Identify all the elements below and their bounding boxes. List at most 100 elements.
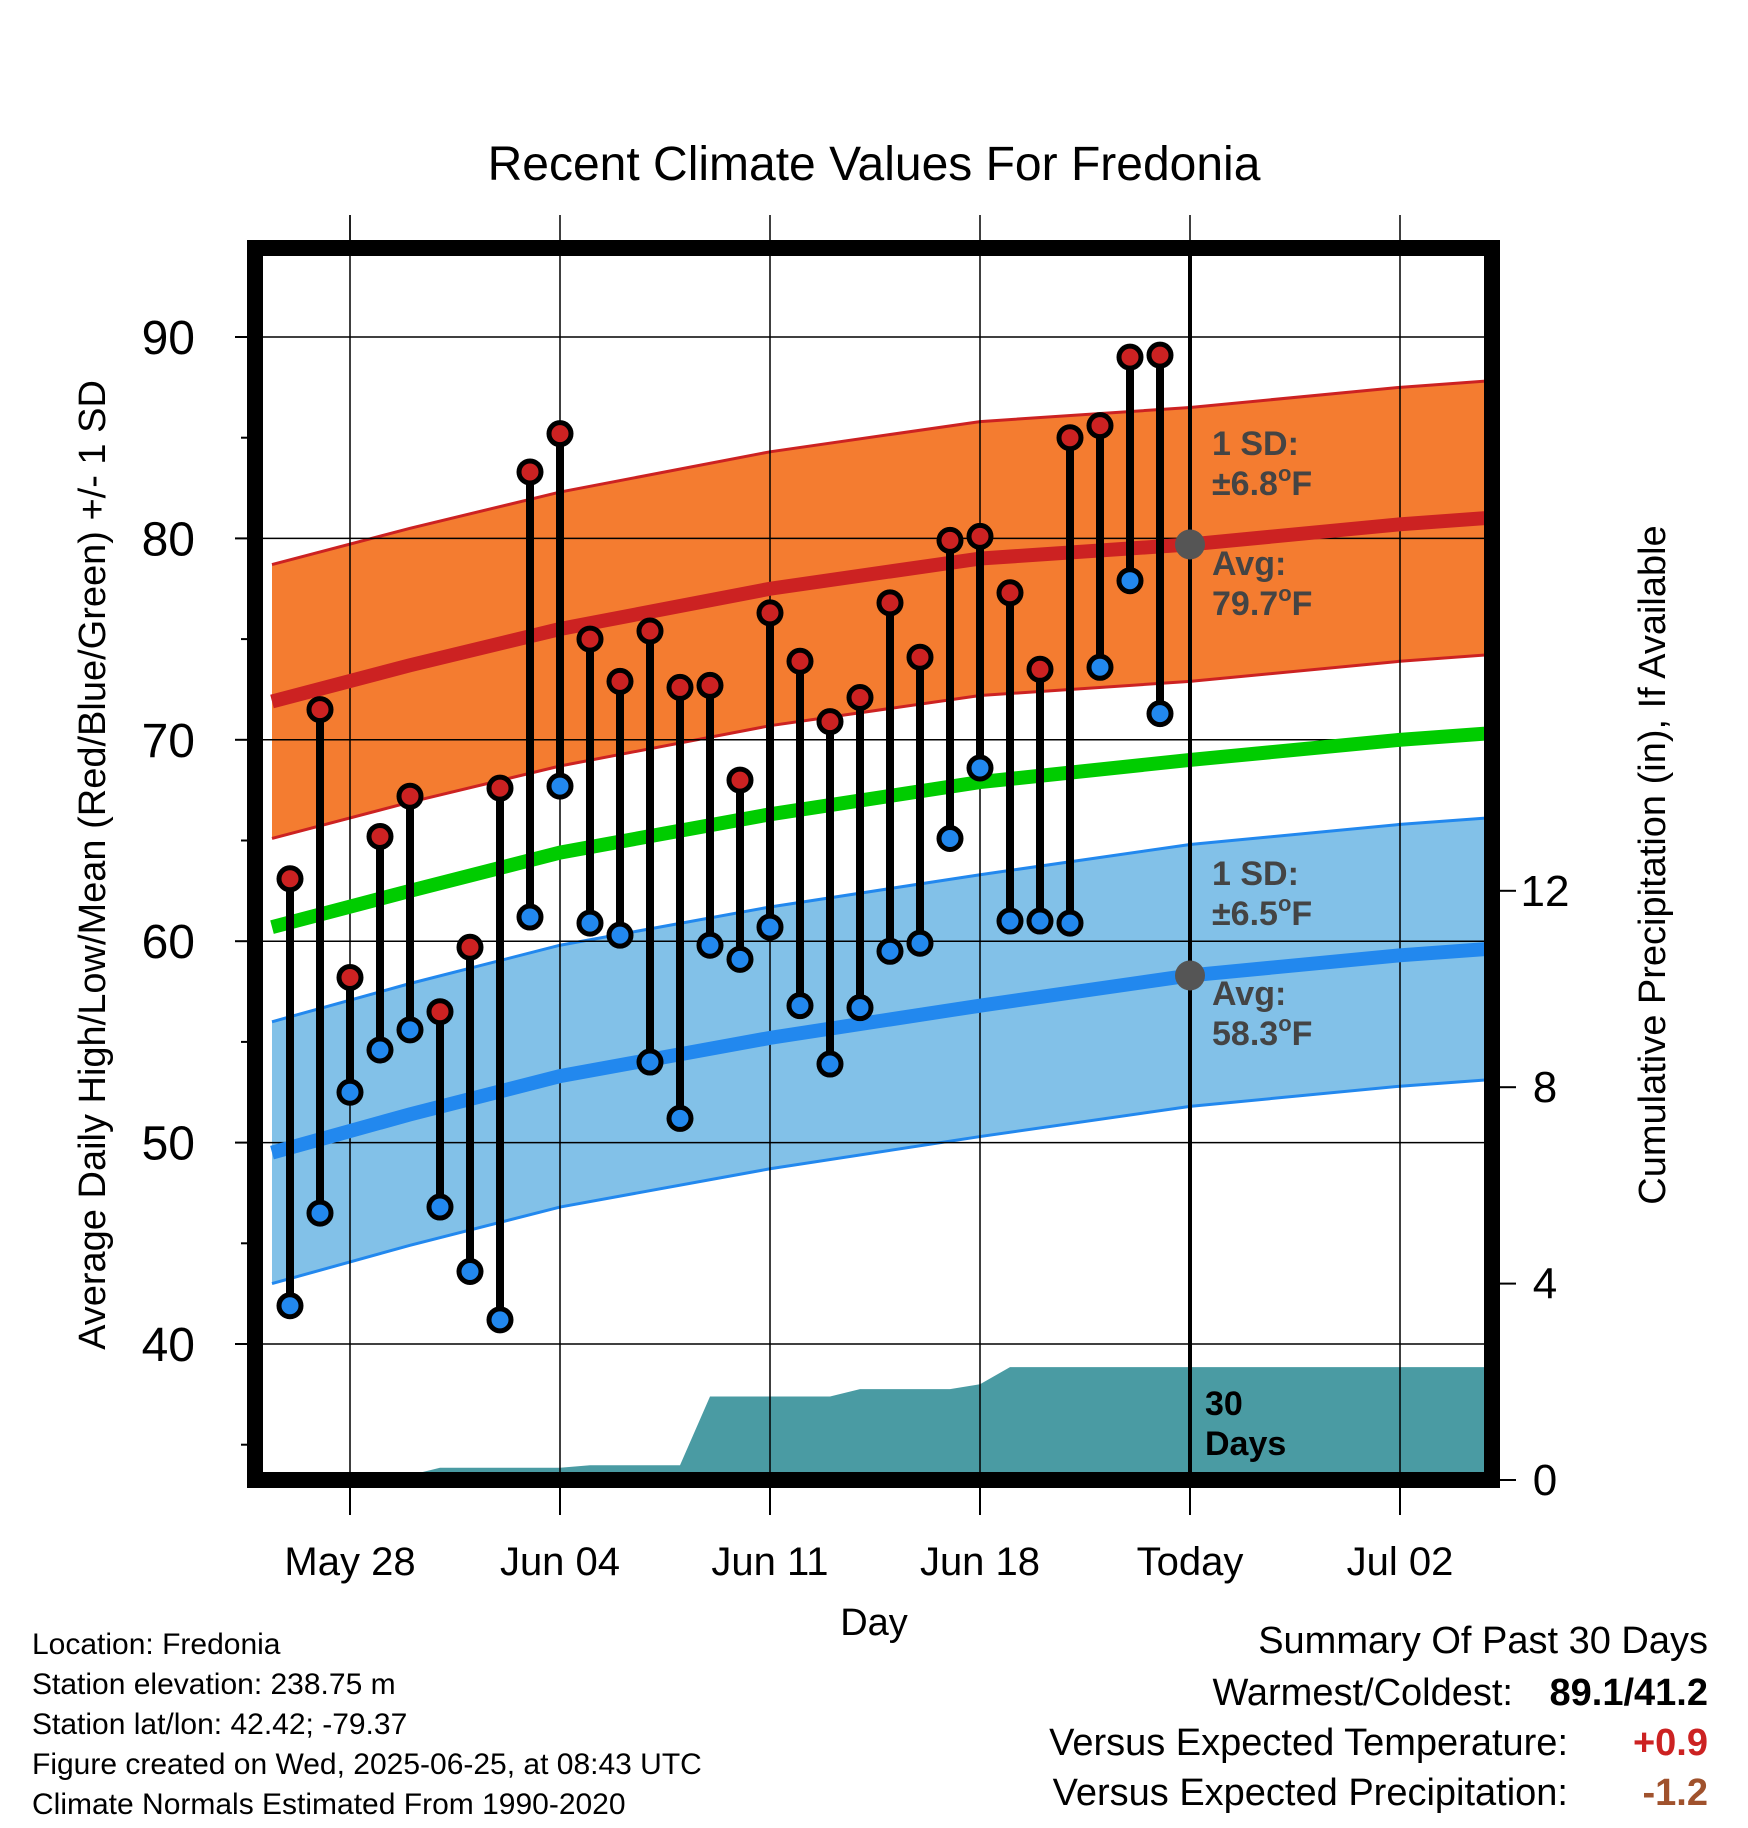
daily-high-point <box>396 782 424 810</box>
daily-high-point <box>336 963 364 991</box>
days-annotation-line2: Days <box>1205 1425 1286 1463</box>
high-sd-upper-edge <box>271 379 1492 567</box>
daily-low-point <box>636 1048 664 1076</box>
info-created: Figure created on Wed, 2025-06-25, at 08… <box>32 1748 702 1781</box>
daily-low-point <box>516 903 544 931</box>
y-tick-label: 60 <box>142 916 195 969</box>
x-tick-label: Jun 18 <box>920 1540 1040 1584</box>
y-tick-label: 40 <box>142 1319 195 1372</box>
daily-low-point <box>1026 907 1054 935</box>
low-sd-band <box>272 817 1492 1284</box>
daily-low-point <box>756 913 784 941</box>
daily-high-point <box>666 673 694 701</box>
daily-high-point <box>576 625 604 653</box>
daily-low-point <box>546 772 574 800</box>
plot-area <box>255 248 1492 1480</box>
daily-low-point <box>336 1078 364 1106</box>
today-normal-low-marker <box>1175 960 1205 991</box>
daily-high-point <box>876 589 904 617</box>
y2-tick-label: 4 <box>1533 1260 1557 1309</box>
y2-axis-label: Cumulative Precipitation (in), If Availa… <box>1632 525 1674 1204</box>
today-normal-high-marker <box>1175 529 1205 560</box>
daily-low-point <box>606 921 634 949</box>
daily-high-point <box>276 865 304 893</box>
daily-low-point <box>996 907 1024 935</box>
daily-high-point <box>756 599 784 627</box>
high-sd-band <box>272 380 1492 839</box>
low-sd-annotation-line2: ±6.5oF <box>1212 891 1312 933</box>
low-sd-annotation-line1: 1 SD: <box>1212 855 1299 893</box>
x-tick-label: Jul 02 <box>1347 1540 1454 1584</box>
daily-high-point <box>726 766 754 794</box>
info-elevation: Station elevation: 238.75 m <box>32 1668 396 1701</box>
summary-precip-value: -1.2 <box>1642 1772 1708 1814</box>
daily-high-point <box>906 643 934 671</box>
daily-high-point <box>486 774 514 802</box>
y2-tick-label: 8 <box>1533 1063 1557 1112</box>
x-tick-label: Jun 04 <box>500 1540 620 1584</box>
daily-high-point <box>426 998 454 1026</box>
daily-high-point <box>696 671 724 699</box>
info-latlon: Station lat/lon: 42.42; -79.37 <box>32 1708 408 1741</box>
plot-frame <box>247 240 1500 1488</box>
high-sd-annotation-line2: ±6.8oF <box>1212 461 1312 503</box>
daily-low-point <box>1056 909 1084 937</box>
low-sd-lower-edge <box>271 1077 1492 1286</box>
summary-temp-value: +0.9 <box>1632 1722 1708 1764</box>
daily-high-point <box>846 684 874 712</box>
info-location: Location: Fredonia <box>32 1628 281 1661</box>
summary-warmest-label: Warmest/Coldest: <box>1212 1672 1513 1714</box>
daily-low-point <box>366 1036 394 1064</box>
normal-low-line <box>270 941 1492 1160</box>
x-tick-label: May 28 <box>284 1540 415 1584</box>
daily-high-point <box>996 579 1024 607</box>
daily-high-point <box>366 822 394 850</box>
low-avg-annotation-line1: Avg: <box>1212 975 1286 1013</box>
daily-high-point <box>786 647 814 675</box>
y-tick-label: 90 <box>142 312 195 365</box>
x-tick-label: Jun 11 <box>711 1540 828 1584</box>
daily-low-point <box>966 754 994 782</box>
daily-high-point <box>306 696 334 724</box>
normal-mean-line <box>270 726 1492 934</box>
daily-high-point <box>546 420 574 448</box>
days-annotation-line1: 30 <box>1205 1385 1243 1423</box>
high-avg-annotation-line2: 79.7oF <box>1212 581 1312 623</box>
daily-low-point <box>876 937 904 965</box>
precip-area <box>272 1367 1492 1480</box>
daily-low-point <box>486 1306 514 1334</box>
daily-high-point <box>1116 343 1144 371</box>
y-tick-label: 50 <box>142 1118 195 1171</box>
summary-precip-label: Versus Expected Precipitation: <box>1052 1772 1568 1814</box>
daily-low-point <box>816 1050 844 1078</box>
daily-low-point <box>306 1199 334 1227</box>
low-sd-upper-edge <box>271 816 1492 1024</box>
daily-low-point <box>666 1104 694 1132</box>
y2-tick-label: 0 <box>1533 1456 1557 1505</box>
daily-high-point <box>966 522 994 550</box>
daily-low-point <box>786 992 814 1020</box>
daily-high-point <box>936 526 964 554</box>
info-normals: Climate Normals Estimated From 1990-2020 <box>32 1788 626 1821</box>
daily-low-point <box>576 909 604 937</box>
daily-low-point <box>726 945 754 973</box>
high-sd-annotation-line1: 1 SD: <box>1212 425 1299 463</box>
daily-low-point <box>1146 700 1174 728</box>
daily-high-point <box>606 667 634 695</box>
daily-low-point <box>846 994 874 1022</box>
daily-high-point <box>1086 412 1114 440</box>
daily-high-point <box>1146 341 1174 369</box>
daily-low-point <box>396 1016 424 1044</box>
y-axis-label: Average Daily High/Low/Mean (Red/Blue/Gr… <box>72 380 114 1350</box>
y2-tick-label: 12 <box>1521 867 1570 916</box>
daily-high-point <box>456 933 484 961</box>
daily-low-point <box>906 929 934 957</box>
daily-low-point <box>426 1193 454 1221</box>
daily-low-point <box>936 824 964 852</box>
daily-high-point <box>1056 424 1084 452</box>
summary-temp-label: Versus Expected Temperature: <box>1049 1722 1568 1764</box>
y-tick-label: 70 <box>142 715 195 768</box>
daily-low-point <box>1086 653 1114 681</box>
y-tick-label: 80 <box>142 513 195 566</box>
